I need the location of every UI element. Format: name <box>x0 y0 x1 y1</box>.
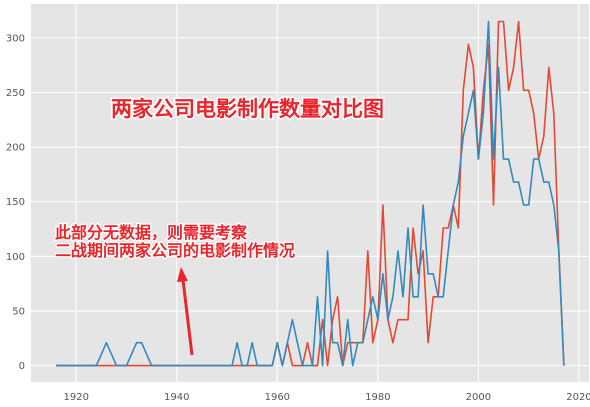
annotation-title: 两家公司电影制作数量对比图 <box>111 97 384 121</box>
x-tick-label: 1980 <box>365 392 390 403</box>
x-tick-label: 2020 <box>566 392 590 403</box>
annotation-arrow <box>177 267 194 356</box>
plot-background <box>31 4 589 382</box>
y-tick-label: 100 <box>6 252 25 263</box>
x-tick-label: 2000 <box>466 392 491 403</box>
y-tick-label: 50 <box>12 306 25 317</box>
grid <box>31 4 589 382</box>
annotation-note-line-1: 此部分无数据，则需要考察 <box>55 223 248 242</box>
series-line-2 <box>56 20 565 367</box>
series-line-1 <box>56 20 565 367</box>
x-tick-label: 1940 <box>164 392 189 403</box>
y-tick-label: 0 <box>19 361 25 372</box>
tick-labels: 1920 1940 1960 1980 2000 2020 0 50 100 150 200 250 3… <box>6 33 590 403</box>
x-tick-label: 1960 <box>265 392 290 403</box>
x-tick-label: 1920 <box>64 392 89 403</box>
series-lines <box>56 20 565 367</box>
y-tick-label: 250 <box>6 88 25 99</box>
y-tick-label: 200 <box>6 143 25 154</box>
annotation-note-line-2: 二战期间两家公司的电影制作情况 <box>55 241 295 260</box>
y-tick-label: 300 <box>6 33 25 44</box>
y-tick-label: 150 <box>6 197 25 208</box>
